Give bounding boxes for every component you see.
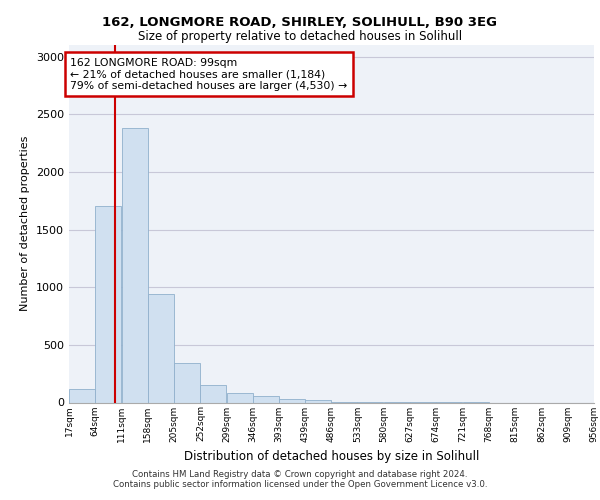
X-axis label: Distribution of detached houses by size in Solihull: Distribution of detached houses by size … (184, 450, 479, 463)
Bar (95, 206, 121, 402)
Bar (253, 396, 279, 402)
Bar (279, 399, 305, 402)
Text: Contains HM Land Registry data © Crown copyright and database right 2024.
Contai: Contains HM Land Registry data © Crown c… (113, 470, 487, 489)
Bar (227, 394, 253, 402)
Bar (122, 128, 148, 402)
Y-axis label: Number of detached properties: Number of detached properties (20, 136, 31, 312)
Bar (148, 294, 174, 403)
Bar (174, 364, 200, 403)
Bar (200, 385, 226, 402)
Text: Size of property relative to detached houses in Solihull: Size of property relative to detached ho… (138, 30, 462, 43)
Text: 162, LONGMORE ROAD, SHIRLEY, SOLIHULL, B90 3EG: 162, LONGMORE ROAD, SHIRLEY, SOLIHULL, B… (103, 16, 497, 29)
Bar (305, 400, 331, 402)
Text: 162 LONGMORE ROAD: 99sqm
← 21% of detached houses are smaller (1,184)
79% of sem: 162 LONGMORE ROAD: 99sqm ← 21% of detach… (70, 58, 347, 91)
Bar (69, 388, 95, 402)
